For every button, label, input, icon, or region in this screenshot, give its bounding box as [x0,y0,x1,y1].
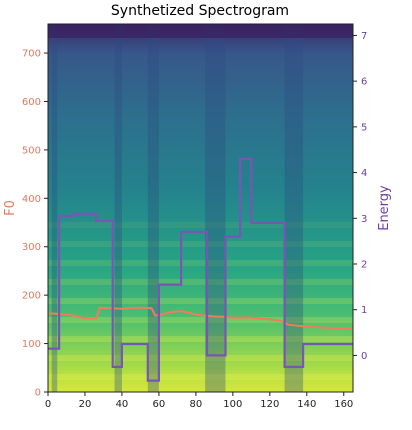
y-right-tick-label: 1 [361,305,367,316]
plot-area [48,24,353,392]
x-tick-label: 60 [153,399,166,410]
y-right-tick-label: 6 [361,77,367,88]
energy-line [48,157,353,382]
y-axis-right: 0 1 2 3 4 5 6 7 [353,31,367,362]
y-right-tick-label: 0 [361,351,367,362]
x-tick-label: 40 [116,399,129,410]
y-left-tick-label: 400 [22,194,41,205]
y-left-tick-label: 300 [22,242,41,253]
x-tick-label: 0 [45,399,51,410]
x-tick-label: 120 [260,399,279,410]
spectrogram-top-band [48,24,353,38]
x-axis: 0 20 40 60 80 100 120 140 160 [45,392,353,410]
y-right-tick-label: 4 [361,168,367,179]
f0-line [48,306,353,331]
x-tick-label: 80 [190,399,203,410]
y-left-tick-label: 100 [22,339,41,350]
y-right-tick-label: 5 [361,122,367,133]
plot-frame [47,23,354,393]
x-tick-label: 100 [223,399,242,410]
y-left-tick-label: 0 [35,388,41,399]
x-tick-label: 140 [297,399,316,410]
y-axis-left: 0 100 200 300 400 500 600 700 [22,49,48,399]
x-tick-label: 160 [334,399,353,410]
spectrogram-harmonics [48,222,353,380]
y-axis-left-label: F0 [3,200,18,216]
x-tick-label: 20 [79,399,92,410]
chart-title: Synthetized Spectrogram [111,3,289,19]
y-right-tick-label: 7 [361,31,367,42]
y-right-tick-label: 2 [361,260,367,271]
y-right-tick-label: 3 [361,214,367,225]
y-left-tick-label: 500 [22,145,41,156]
y-left-tick-label: 200 [22,291,41,302]
spectrogram-background [48,24,353,392]
y-left-tick-label: 700 [22,49,41,60]
y-axis-right-label: Energy [377,185,392,231]
spectrogram-gaps [51,24,304,392]
y-left-tick-label: 600 [22,97,41,108]
